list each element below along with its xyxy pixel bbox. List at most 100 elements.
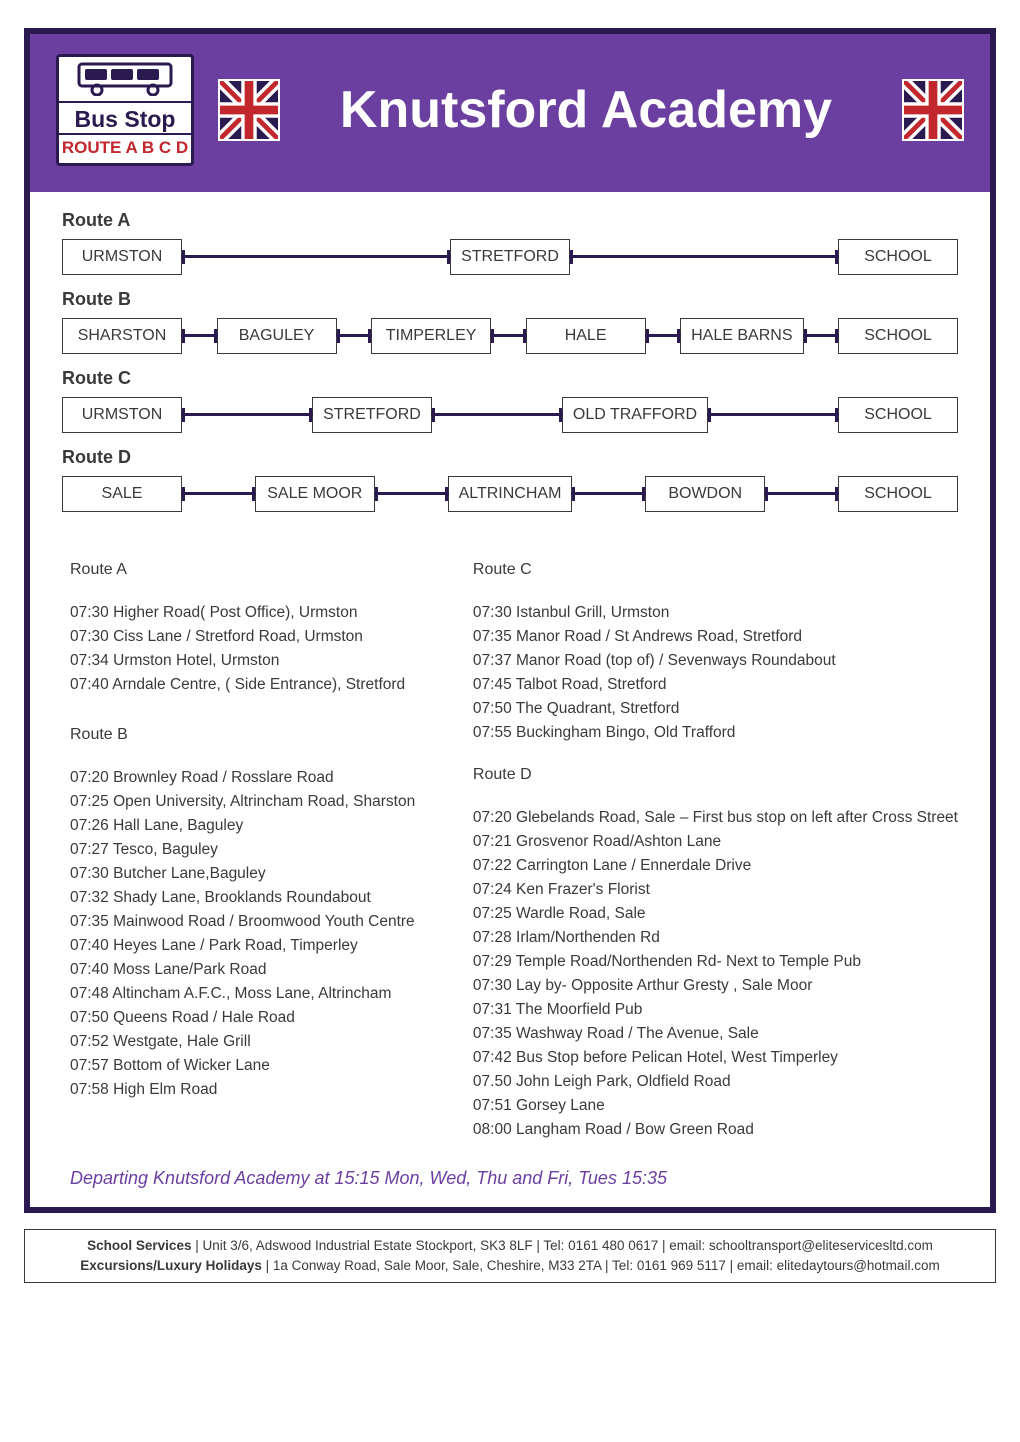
- timetable-row: 07:20 Brownley Road / Rosslare Road: [70, 766, 433, 790]
- route-connector: [570, 239, 838, 275]
- route-stop-box: BAGULEY: [217, 318, 337, 354]
- route-stop-box: SCHOOL: [838, 397, 958, 433]
- departing-note: Departing Knutsford Academy at 15:15 Mon…: [30, 1162, 990, 1207]
- timetable-row: 07:25 Wardle Road, Sale: [473, 902, 958, 926]
- timetable-row: 07:35 Mainwood Road / Broomwood Youth Ce…: [70, 910, 433, 934]
- route-stop-box: TIMPERLEY: [371, 318, 491, 354]
- footer-school-services-label: School Services: [87, 1238, 191, 1253]
- bus-stop-label: Bus Stop: [59, 103, 191, 135]
- route-block: Route A URMSTON STRETFORD SCHOOL: [62, 210, 958, 275]
- route-d-times: 07:20 Glebelands Road, Sale – First bus …: [473, 806, 958, 1142]
- route-chain: URMSTON STRETFORD SCHOOL: [62, 239, 958, 275]
- timetable-row: 07:45 Talbot Road, Stretford: [473, 673, 958, 697]
- timetable-row: 07:27 Tesco, Baguley: [70, 838, 433, 862]
- route-title: Route B: [62, 289, 958, 310]
- timetable-row: 07:28 Irlam/Northenden Rd: [473, 926, 958, 950]
- route-title: Route C: [62, 368, 958, 389]
- route-stop-box: SCHOOL: [838, 239, 958, 275]
- timetable-left-column: Route A 07:30 Higher Road( Post Office),…: [70, 546, 433, 1142]
- timetable-row: 07:32 Shady Lane, Brooklands Roundabout: [70, 886, 433, 910]
- route-stop-box: OLD TRAFFORD: [562, 397, 708, 433]
- timetable-row: 07:55 Buckingham Bingo, Old Trafford: [473, 721, 958, 745]
- footer-line-1-text: | Unit 3/6, Adswood Industrial Estate St…: [191, 1238, 932, 1253]
- route-stop-box: SCHOOL: [838, 476, 958, 512]
- route-stop-box: SALE MOOR: [255, 476, 375, 512]
- route-c-heading: Route C: [473, 558, 958, 583]
- timetable-row: 07:24 Ken Frazer's Florist: [473, 878, 958, 902]
- route-chain: URMSTON STRETFORD OLD TRAFFORD SCHOOL: [62, 397, 958, 433]
- timetable-row: 07:50 Queens Road / Hale Road: [70, 1006, 433, 1030]
- route-connector: [491, 318, 526, 354]
- route-connector: [646, 318, 681, 354]
- route-connector: [182, 239, 450, 275]
- route-b-heading: Route B: [70, 723, 433, 748]
- route-b-times: 07:20 Brownley Road / Rosslare Road07:25…: [70, 766, 433, 1102]
- route-stop-box: STRETFORD: [312, 397, 432, 433]
- timetable-row: 07:30 Ciss Lane / Stretford Road, Urmsto…: [70, 625, 433, 649]
- page-title: Knutsford Academy: [304, 80, 878, 140]
- bus-stop-sign: Bus Stop ROUTE A B C D: [56, 54, 194, 166]
- footer-line-1: School Services | Unit 3/6, Adswood Indu…: [35, 1236, 985, 1256]
- route-title: Route A: [62, 210, 958, 231]
- timetable-row: 07:34 Urmston Hotel, Urmston: [70, 649, 433, 673]
- route-connector: [572, 476, 645, 512]
- route-stop-box: URMSTON: [62, 397, 182, 433]
- timetable-row: 07:29 Temple Road/Northenden Rd- Next to…: [473, 950, 958, 974]
- route-connector: [804, 318, 839, 354]
- route-title: Route D: [62, 447, 958, 468]
- bus-icon: [59, 57, 191, 103]
- routes-label: ROUTE A B C D: [59, 135, 191, 163]
- routes-diagram-section: Route A URMSTON STRETFORD SCHOOL Route B SHAR…: [30, 192, 990, 536]
- route-stop-box: SALE: [62, 476, 182, 512]
- route-a-heading: Route A: [70, 558, 433, 583]
- route-chain: SHARSTONBAGULEYTIMPERLEYHALEHALE BARNSSC…: [62, 318, 958, 354]
- header-banner: Bus Stop ROUTE A B C D Knutsford Academy: [30, 34, 990, 192]
- timetable-row: 07:31 The Moorfield Pub: [473, 998, 958, 1022]
- route-connector: [765, 476, 838, 512]
- timetable-row: 07:40 Moss Lane/Park Road: [70, 958, 433, 982]
- footer-line-2-text: | 1a Conway Road, Sale Moor, Sale, Chesh…: [262, 1258, 940, 1273]
- timetable-row: 07:21 Grosvenor Road/Ashton Lane: [473, 830, 958, 854]
- timetable-row: 08:00 Langham Road / Bow Green Road: [473, 1118, 958, 1142]
- timetable-row: 07:30 Butcher Lane,Baguley: [70, 862, 433, 886]
- route-stop-box: URMSTON: [62, 239, 182, 275]
- route-stop-box: ALTRINCHAM: [448, 476, 573, 512]
- footer-line-2: Excursions/Luxury Holidays | 1a Conway R…: [35, 1256, 985, 1276]
- timetable-row: 07:40 Arndale Centre, ( Side Entrance), …: [70, 673, 433, 697]
- timetable-row: 07:22 Carrington Lane / Ennerdale Drive: [473, 854, 958, 878]
- route-connector: [432, 397, 562, 433]
- footer-excursions-label: Excursions/Luxury Holidays: [80, 1258, 262, 1273]
- timetable-row: 07:58 High Elm Road: [70, 1078, 433, 1102]
- timetable-row: 07:42 Bus Stop before Pelican Hotel, Wes…: [473, 1046, 958, 1070]
- route-chain: SALE SALE MOOR ALTRINCHAM BOWDON SCHOOL: [62, 476, 958, 512]
- timetable-row: 07.50 John Leigh Park, Oldfield Road: [473, 1070, 958, 1094]
- route-connector: [708, 397, 838, 433]
- timetable-row: 07:35 Washway Road / The Avenue, Sale: [473, 1022, 958, 1046]
- route-stop-box: BOWDON: [645, 476, 765, 512]
- page-container: Bus Stop ROUTE A B C D Knutsford Academy: [24, 28, 996, 1213]
- timetable-row: 07:48 Altincham A.F.C., Moss Lane, Altri…: [70, 982, 433, 1006]
- route-connector: [182, 397, 312, 433]
- timetable-right-column: Route C 07:30 Istanbul Grill, Urmston07:…: [473, 546, 958, 1142]
- timetable-row: 07:25 Open University, Altrincham Road, …: [70, 790, 433, 814]
- timetable-row: 07:40 Heyes Lane / Park Road, Timperley: [70, 934, 433, 958]
- timetable-row: 07:26 Hall Lane, Baguley: [70, 814, 433, 838]
- timetable-row: 07:52 Westgate, Hale Grill: [70, 1030, 433, 1054]
- route-d-heading: Route D: [473, 763, 958, 788]
- union-jack-icon: [218, 79, 280, 141]
- route-stop-box: STRETFORD: [450, 239, 570, 275]
- route-stop-box: SCHOOL: [838, 318, 958, 354]
- route-stop-box: SHARSTON: [62, 318, 182, 354]
- timetable-row: 07:35 Manor Road / St Andrews Road, Stre…: [473, 625, 958, 649]
- route-connector: [182, 318, 217, 354]
- timetable-row: 07:20 Glebelands Road, Sale – First bus …: [473, 806, 958, 830]
- timetables-section: Route A 07:30 Higher Road( Post Office),…: [30, 536, 990, 1162]
- timetable-row: 07:37 Manor Road (top of) / Sevenways Ro…: [473, 649, 958, 673]
- route-block: Route D SALE SALE MOOR ALTRINCHAM BOWDON SCHO…: [62, 447, 958, 512]
- route-connector: [182, 476, 255, 512]
- timetable-row: 07:57 Bottom of Wicker Lane: [70, 1054, 433, 1078]
- timetable-row: 07:50 The Quadrant, Stretford: [473, 697, 958, 721]
- route-stop-box: HALE BARNS: [680, 318, 803, 354]
- route-c-times: 07:30 Istanbul Grill, Urmston07:35 Manor…: [473, 601, 958, 745]
- route-block: Route C URMSTON STRETFORD OLD TRAFFORD SCHOO…: [62, 368, 958, 433]
